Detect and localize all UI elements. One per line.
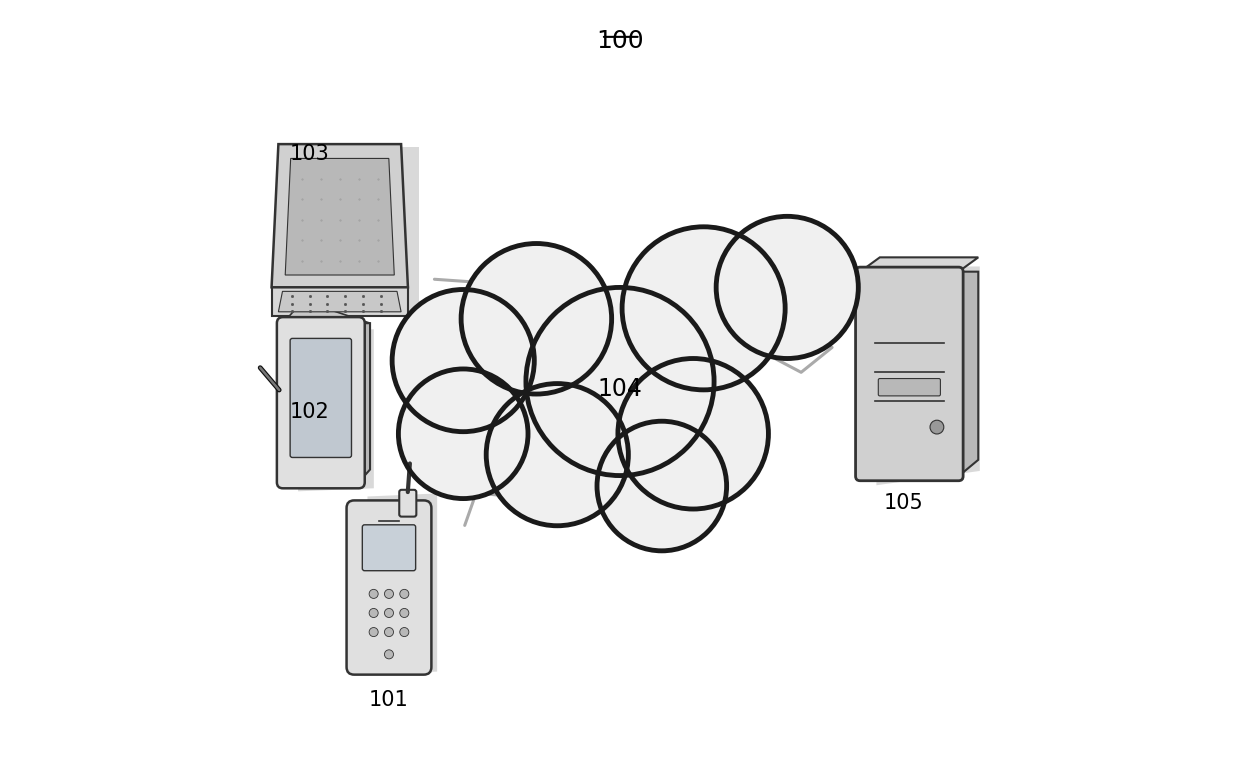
Text: 104: 104 <box>598 377 642 401</box>
Circle shape <box>384 627 393 636</box>
FancyBboxPatch shape <box>290 339 351 458</box>
FancyBboxPatch shape <box>346 501 432 674</box>
Text: 101: 101 <box>370 690 409 710</box>
Text: 103: 103 <box>290 144 330 164</box>
Text: 105: 105 <box>884 493 924 513</box>
Circle shape <box>622 227 785 390</box>
Text: 100: 100 <box>596 29 644 53</box>
Circle shape <box>399 627 409 636</box>
Circle shape <box>399 608 409 617</box>
Polygon shape <box>358 324 370 482</box>
Circle shape <box>618 359 769 509</box>
FancyBboxPatch shape <box>856 267 963 481</box>
Circle shape <box>461 243 611 394</box>
Polygon shape <box>272 288 408 316</box>
Circle shape <box>930 420 944 434</box>
Polygon shape <box>367 494 438 674</box>
Polygon shape <box>861 257 978 272</box>
Polygon shape <box>298 330 373 491</box>
Circle shape <box>384 650 393 659</box>
Circle shape <box>486 384 629 526</box>
Polygon shape <box>283 311 370 324</box>
Polygon shape <box>877 266 980 485</box>
Circle shape <box>384 589 393 598</box>
FancyBboxPatch shape <box>362 525 415 571</box>
Circle shape <box>392 289 534 432</box>
Polygon shape <box>285 159 394 275</box>
Circle shape <box>596 421 727 551</box>
Circle shape <box>526 288 714 475</box>
Circle shape <box>384 608 393 617</box>
FancyBboxPatch shape <box>277 317 365 488</box>
Circle shape <box>370 589 378 598</box>
FancyBboxPatch shape <box>399 490 417 517</box>
Circle shape <box>370 627 378 636</box>
Circle shape <box>717 217 858 359</box>
Polygon shape <box>296 147 419 317</box>
Circle shape <box>398 369 528 498</box>
Polygon shape <box>959 272 978 476</box>
Circle shape <box>370 608 378 617</box>
Polygon shape <box>279 291 401 312</box>
Circle shape <box>399 589 409 598</box>
Text: 102: 102 <box>290 402 330 422</box>
Polygon shape <box>272 144 408 288</box>
FancyBboxPatch shape <box>878 378 940 396</box>
